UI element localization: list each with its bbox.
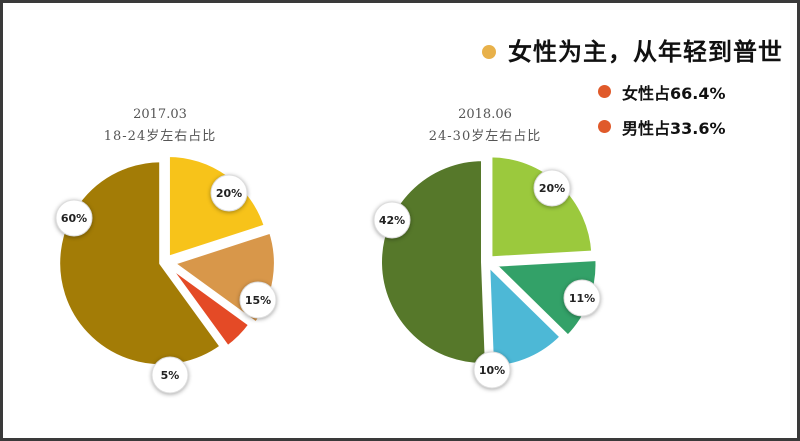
data-label-bubble: [533, 169, 571, 207]
data-label-bubble: [151, 356, 189, 394]
data-label: 10%: [479, 364, 505, 377]
data-label-bubble: [55, 199, 93, 237]
pie-chart-1: 20% 15% 5% 60%: [55, 152, 278, 394]
headline: 女性为主，从年轻到普世: [508, 32, 783, 67]
data-label: 42%: [379, 214, 405, 227]
legend-item-male: 男性占33.6%: [622, 119, 726, 138]
pie-slice: [488, 153, 596, 261]
data-label-bubble: [563, 279, 601, 317]
legend-dot-icon-male: [598, 120, 611, 133]
chart-1-title-block: 2017.03 18-24岁左右占比: [60, 104, 260, 148]
data-label: 20%: [539, 182, 565, 195]
pie-slice: [165, 262, 253, 350]
legend-dot-icon-female: [598, 85, 611, 98]
data-label-bubble: [210, 174, 248, 212]
data-label-bubble: [473, 351, 511, 389]
data-label: 60%: [61, 212, 87, 225]
pie-chart-2: 20% 11% 10% 42%: [373, 153, 601, 389]
chart-2-title: 2018.06: [458, 107, 512, 122]
data-label: 5%: [161, 369, 180, 382]
legend-item-female: 女性占66.4%: [622, 84, 726, 103]
chart-2-subtitle: 24-30岁左右占比: [428, 129, 542, 144]
data-label: 20%: [216, 187, 242, 200]
data-label-bubble: [373, 201, 411, 239]
data-label: 15%: [245, 294, 271, 307]
data-label: 11%: [569, 292, 595, 305]
chart-1-subtitle: 18-24岁左右占比: [103, 129, 217, 144]
chart-1-title: 2017.03: [133, 107, 187, 122]
pie-slice: [378, 157, 489, 368]
data-label-bubble: [239, 281, 277, 319]
chart-2-title-block: 2018.06 24-30岁左右占比: [385, 104, 585, 148]
headline-bullet-icon: [482, 45, 496, 59]
headline-text: 女性为主，从年轻到普世: [508, 38, 783, 66]
